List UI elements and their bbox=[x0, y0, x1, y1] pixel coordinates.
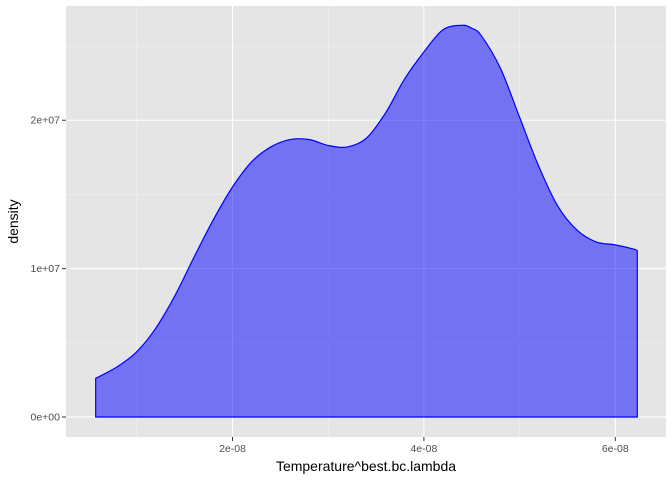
x-tick-label: 2e-08 bbox=[219, 443, 246, 455]
density-area bbox=[95, 24, 638, 418]
y-tick-label: 2e+07 bbox=[31, 115, 61, 127]
y-tick-label: 0e+00 bbox=[31, 411, 61, 423]
x-tick-label: 6e-08 bbox=[602, 443, 629, 455]
y-axis-title: density bbox=[5, 199, 21, 243]
y-tick-label: 1e+07 bbox=[31, 263, 61, 275]
x-axis-title: Temperature^best.bc.lambda bbox=[276, 458, 456, 474]
x-tick-label: 4e-08 bbox=[410, 443, 437, 455]
x-axis-ticks: 2e-08 4e-08 6e-08 bbox=[219, 437, 629, 455]
y-axis-ticks: 0e+00 1e+07 2e+07 bbox=[31, 115, 66, 423]
